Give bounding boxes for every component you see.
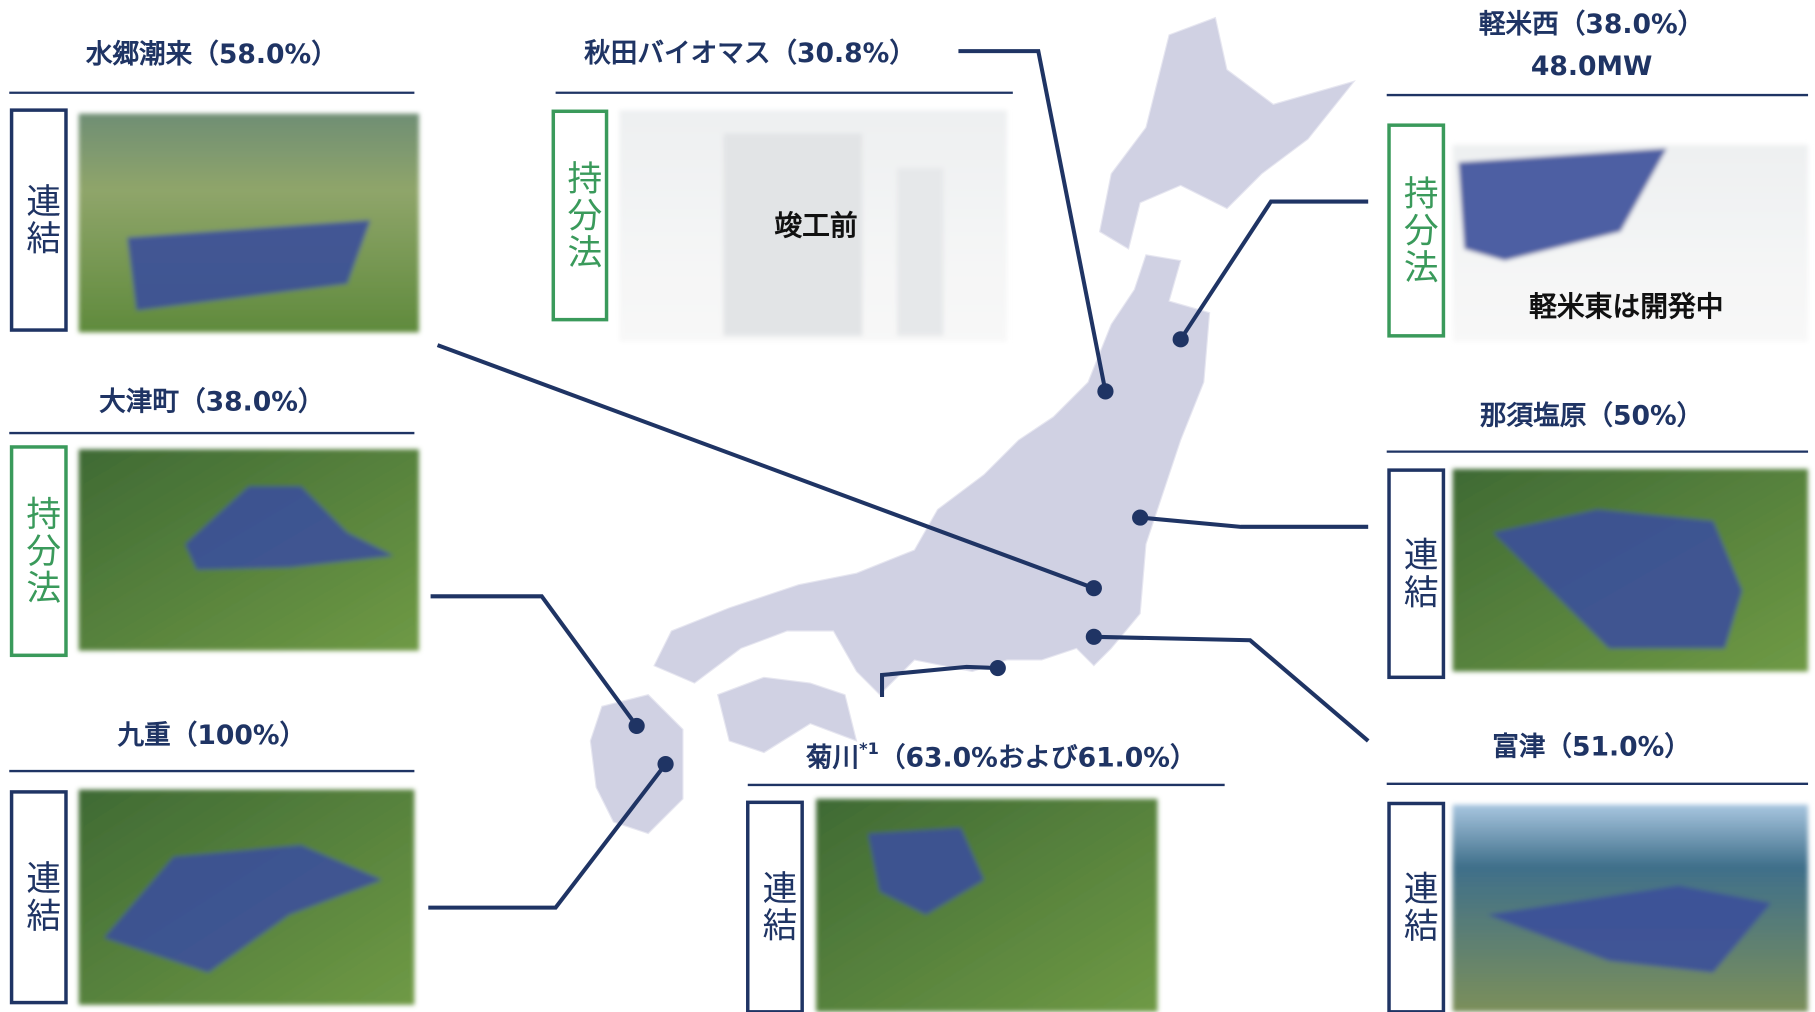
site-photo — [79, 114, 419, 333]
consolidation-badge: 連結 — [1397, 870, 1438, 945]
consolidation-badge: 持分法 — [1397, 175, 1438, 287]
site-title: 水郷潮来（58.0%） — [85, 39, 338, 70]
consolidation-badge: 連結 — [20, 183, 61, 258]
site-photo — [1453, 469, 1808, 672]
site-name: 菊川 — [806, 742, 859, 773]
site-card: 大津町（38.0%） 持分法 — [9, 386, 419, 655]
site-title: 秋田バイオマス（30.8%） — [584, 38, 916, 69]
connector-line — [882, 667, 998, 697]
connector-line — [1094, 637, 1368, 741]
consolidation-badge: 連結 — [20, 860, 61, 935]
site-share: （63.0%および61.0%） — [879, 742, 1197, 773]
site-card: 秋田バイオマス（30.8%） 持分法 竣工前 — [553, 38, 1013, 342]
consolidation-badge: 連結 — [756, 870, 797, 945]
photo-background — [816, 799, 1157, 1012]
location-dot — [1132, 509, 1148, 525]
location-dot — [1097, 383, 1113, 399]
consolidation-badge: 連結 — [1397, 536, 1438, 611]
site-card: 水郷潮来（58.0%） 連結 — [9, 39, 419, 332]
site-title: 軽米西（38.0%） — [1479, 9, 1704, 40]
site-card: 那須塩原（50%） 連結 — [1387, 400, 1808, 677]
site-photo — [79, 790, 415, 1005]
plant-tower — [897, 168, 943, 336]
location-dot — [1086, 629, 1102, 645]
site-title: 菊川*1（63.0%および61.0%） — [806, 739, 1197, 773]
location-dot — [990, 660, 1006, 676]
site-card: 菊川*1（63.0%および61.0%） 連結 — [748, 739, 1225, 1012]
location-dot — [1086, 580, 1102, 596]
consolidation-badge: 持分法 — [561, 159, 602, 271]
site-note: 軽米東は開発中 — [1529, 290, 1723, 323]
footnote-mark: *1 — [859, 739, 879, 758]
site-title: 富津（51.0%） — [1492, 731, 1691, 762]
location-dot — [629, 718, 645, 734]
site-title: 那須塩原（50%） — [1480, 400, 1703, 431]
site-title: 大津町（38.0%） — [99, 386, 324, 417]
site-photo — [1453, 805, 1808, 1012]
consolidation-badge: 持分法 — [20, 495, 61, 607]
site-title: 九重（100%） — [116, 720, 306, 751]
site-card: 九重（100%） 連結 — [9, 720, 414, 1005]
site-note: 竣工前 — [774, 209, 857, 242]
site-photo — [79, 449, 419, 650]
location-dot — [1173, 331, 1189, 347]
location-dot — [657, 756, 673, 772]
connector-line — [1140, 518, 1368, 527]
project-map: 水郷潮来（58.0%）連結大津町（38.0%）持分法九重（100%）連結秋田バイ… — [0, 0, 1815, 1012]
site-capacity: 48.0MW — [1531, 51, 1652, 82]
site-photo — [816, 799, 1157, 1012]
site-card: 富津（51.0%） 連結 — [1387, 731, 1808, 1011]
